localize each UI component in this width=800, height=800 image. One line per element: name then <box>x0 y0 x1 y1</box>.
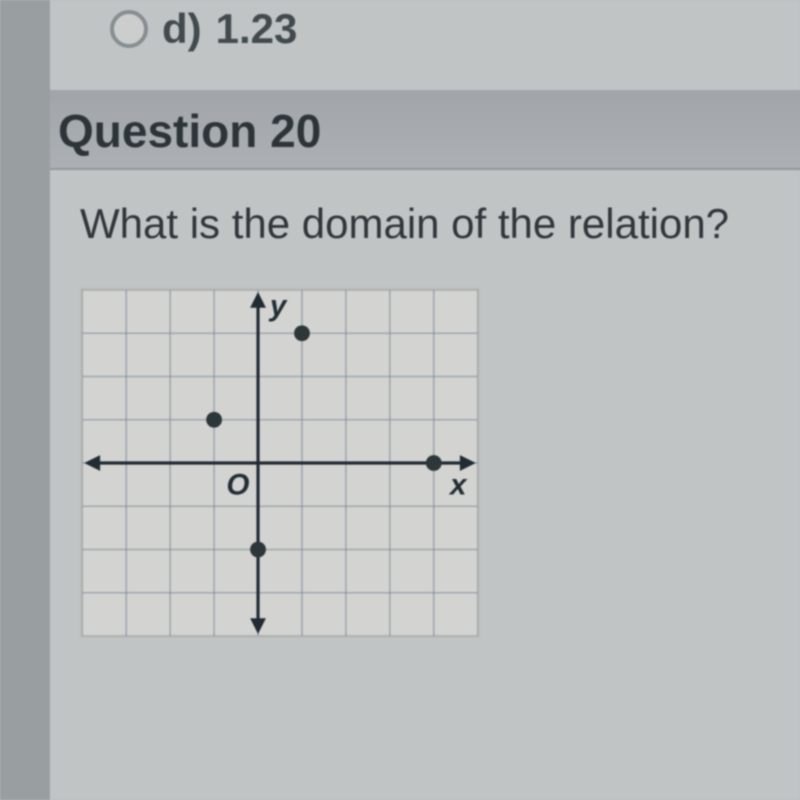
svg-text:O: O <box>226 469 249 502</box>
radio-circle-icon[interactable] <box>110 10 148 48</box>
svg-text:y: y <box>268 290 288 323</box>
question-prompt: What is the domain of the relation? <box>70 170 800 288</box>
page-content: d) 1.23 Question 20 What is the domain o… <box>0 0 800 800</box>
question-header: Question 20 <box>50 88 800 170</box>
option-letter: d) <box>162 5 202 53</box>
svg-text:x: x <box>448 469 468 502</box>
option-value: 1.23 <box>216 5 298 53</box>
graph-svg: y x O <box>82 290 478 636</box>
question-number: Question 20 <box>58 105 321 157</box>
scatter-graph: y x O <box>80 288 480 638</box>
answer-option-d[interactable]: d) 1.23 <box>70 0 800 88</box>
